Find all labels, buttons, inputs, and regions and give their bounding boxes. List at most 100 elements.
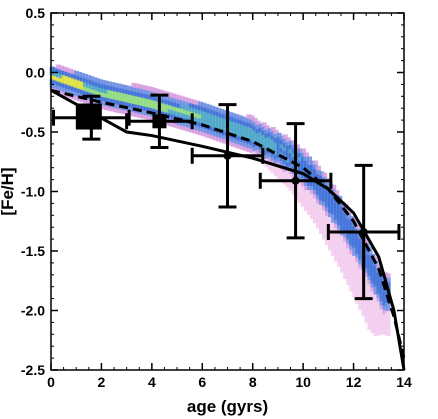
density-cell — [288, 182, 294, 187]
density-cell — [116, 87, 122, 93]
density-cell — [331, 201, 337, 206]
density-cell — [167, 92, 173, 97]
density-cell — [137, 105, 143, 110]
density-cell — [137, 92, 143, 98]
density-cell — [243, 125, 249, 131]
density-cell — [197, 101, 204, 107]
density-cell — [303, 156, 310, 162]
density-cell — [240, 133, 246, 138]
density-cell — [119, 96, 125, 102]
density-cell — [367, 325, 373, 330]
density-cell — [352, 276, 358, 281]
density-cell — [113, 99, 119, 104]
density-cell — [315, 203, 322, 208]
density-cell — [358, 247, 364, 252]
density-cell — [312, 185, 319, 190]
density-cell — [309, 202, 316, 207]
density-cell — [340, 264, 346, 269]
density-cell — [318, 217, 325, 222]
density-cell — [55, 85, 61, 90]
density-cell — [234, 118, 240, 123]
density-cell — [219, 133, 225, 139]
density-cell — [228, 137, 234, 142]
density-cell — [98, 91, 104, 97]
density-cell — [161, 94, 167, 100]
density-cell — [288, 140, 294, 145]
density-cell — [203, 128, 210, 134]
density-cell — [352, 289, 358, 294]
density-cell — [113, 87, 119, 92]
density-cell — [358, 272, 364, 277]
density-cell — [182, 101, 188, 106]
density-cell — [364, 280, 370, 286]
density-cell — [349, 249, 355, 254]
density-cell — [315, 211, 322, 217]
density-cell — [331, 214, 337, 219]
density-cell — [237, 127, 243, 133]
density-cell — [113, 107, 119, 113]
density-cell — [82, 74, 89, 79]
density-cell — [346, 239, 352, 244]
density-cell — [270, 160, 276, 165]
density-cell — [146, 103, 152, 108]
density-cell — [376, 318, 382, 323]
density-cell — [122, 89, 128, 94]
density-cell — [352, 264, 358, 269]
density-cell — [306, 173, 313, 178]
density-cell — [119, 109, 125, 114]
density-cell — [349, 286, 355, 292]
density-cell — [55, 64, 61, 69]
density-cell — [318, 221, 325, 226]
density-cell — [210, 134, 216, 140]
density-cell — [249, 127, 255, 133]
density-cell — [104, 93, 110, 98]
density-cell — [382, 317, 388, 323]
density-cell — [303, 185, 310, 191]
density-cell — [343, 262, 349, 267]
density-cell — [222, 126, 228, 132]
density-cell — [101, 88, 107, 93]
density-cell — [337, 233, 343, 238]
density-cell — [119, 84, 125, 89]
density-cell — [85, 95, 92, 101]
density-cell — [246, 126, 252, 132]
density-cell — [331, 243, 337, 248]
density-cell — [164, 95, 170, 101]
density-cell — [352, 272, 358, 277]
density-cell — [346, 222, 352, 227]
density-cell — [328, 204, 334, 209]
density-cell — [343, 270, 349, 275]
density-cell — [188, 98, 195, 104]
density-cell — [364, 239, 370, 244]
density-cell — [312, 172, 319, 178]
density-cell — [334, 244, 340, 249]
density-cell — [101, 96, 107, 102]
density-cell — [179, 100, 185, 105]
density-cell — [231, 138, 237, 143]
density-cell — [379, 325, 385, 331]
density-cell — [358, 284, 364, 290]
density-cell — [282, 163, 288, 168]
density-cell — [98, 83, 104, 88]
density-cell — [352, 280, 358, 286]
density-cell — [249, 136, 255, 141]
density-cell — [288, 153, 294, 158]
density-cell — [58, 86, 64, 91]
density-cell — [279, 139, 285, 145]
density-cell — [58, 69, 64, 75]
density-cell — [309, 214, 316, 220]
density-cell — [325, 207, 331, 212]
density-cell — [349, 236, 355, 242]
density-cell — [321, 201, 328, 207]
density-cell — [140, 105, 146, 111]
density-cell — [288, 157, 294, 162]
density-cell — [346, 264, 352, 269]
density-cell — [52, 80, 58, 85]
density-cell — [261, 143, 267, 148]
density-cell — [170, 97, 176, 103]
density-cell — [98, 79, 104, 84]
density-cell — [185, 127, 192, 132]
density-cell — [364, 309, 370, 315]
density-cell — [107, 85, 113, 91]
density-cell — [352, 255, 358, 261]
